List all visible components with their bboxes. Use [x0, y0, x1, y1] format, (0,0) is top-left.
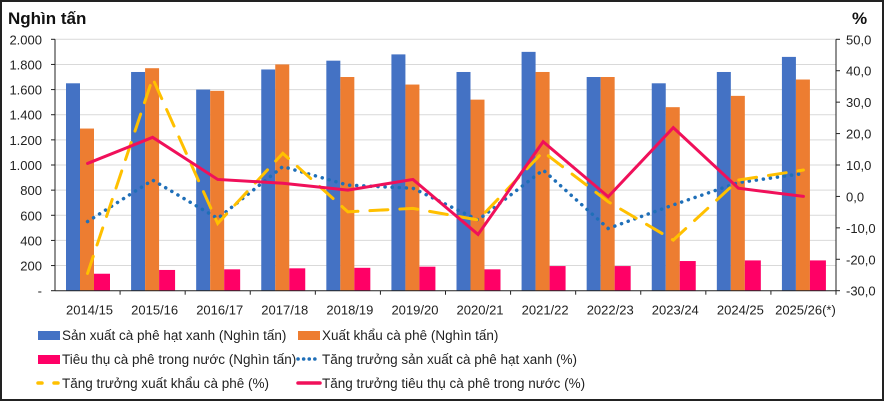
bar-production — [781, 56, 796, 291]
legend-label: Tiêu thụ cà phê trong nước (Nghìn tấn) — [62, 352, 296, 367]
bar-export — [665, 107, 680, 291]
bar-production — [196, 89, 211, 291]
line-production-growth — [85, 164, 806, 231]
right-tick-label: 30,0 — [846, 95, 871, 110]
bar-export — [210, 90, 225, 291]
bar-consumption — [679, 261, 696, 291]
bar-production — [651, 83, 666, 291]
left-tick-label: 2.000 — [9, 32, 42, 47]
bar-production — [66, 83, 80, 291]
right-tick-label: 40,0 — [846, 64, 871, 79]
right-tick-label: 10,0 — [846, 158, 871, 173]
bar-consumption — [614, 266, 631, 291]
bar-consumption — [419, 266, 436, 291]
x-tick-label: 2014/15 — [66, 303, 113, 318]
bar-consumption — [809, 260, 826, 291]
bar-production — [131, 71, 146, 291]
bar-consumption — [159, 269, 176, 291]
legend-swatch — [38, 331, 60, 340]
x-tick-label: 2018/19 — [326, 303, 373, 318]
legend-label: Tăng trưởng xuất khẩu cà phê (%) — [62, 376, 269, 391]
bar-production — [391, 54, 406, 291]
left-tick-label: 200 — [20, 259, 42, 274]
bar-export — [795, 79, 810, 291]
right-tick-label: 20,0 — [846, 127, 871, 142]
legend-label: Xuất khẩu cà phê (Nghìn tấn) — [322, 328, 498, 343]
bar-consumption — [289, 268, 306, 291]
bar-production — [326, 60, 341, 291]
bar-consumption — [484, 269, 501, 291]
legend-label: Tăng trưởng tiêu thụ cà phê trong nước (… — [322, 376, 585, 391]
right-axis-title: % — [852, 9, 867, 28]
line-export-growth — [86, 74, 805, 275]
right-tick-label: 50,0 — [846, 32, 871, 47]
bar-export — [275, 64, 290, 291]
right-tick-label: -20,0 — [846, 252, 876, 267]
right-tick-label: -30,0 — [846, 284, 876, 299]
x-tick-label: 2016/17 — [196, 303, 243, 318]
bar-export — [600, 77, 615, 291]
x-tick-label: 2019/20 — [391, 303, 438, 318]
bar-consumption — [549, 266, 566, 291]
x-tick-label: 2017/18 — [261, 303, 308, 318]
bar-export — [340, 77, 355, 291]
legend-swatch — [38, 355, 60, 364]
left-tick-label: 1.600 — [9, 83, 42, 98]
bar-export — [470, 99, 485, 291]
left-axis-title: Nghìn tấn — [8, 9, 86, 28]
legend-label: Sản xuất cà phê hạt xanh (Nghìn tấn) — [62, 328, 286, 343]
bar-production — [521, 51, 536, 291]
bar-consumption — [354, 267, 371, 291]
x-tick-label: 2020/21 — [457, 303, 504, 318]
left-tick-label: 1.400 — [9, 108, 42, 123]
x-tick-label: 2025/26(*) — [775, 303, 836, 318]
left-tick-label: - — [38, 284, 42, 299]
bar-production — [716, 71, 731, 291]
x-tick-label: 2015/16 — [131, 303, 178, 318]
bar-consumption — [224, 269, 241, 291]
line-consumption-growth — [86, 125, 805, 237]
bar-export — [535, 71, 550, 291]
bar-production — [261, 69, 276, 291]
x-tick-label: 2022/23 — [587, 303, 634, 318]
legend-label: Tăng trưởng sản xuất cà phê hạt xanh (%) — [322, 352, 577, 367]
left-tick-label: 1.800 — [9, 57, 42, 72]
left-tick-label: 800 — [20, 183, 42, 198]
bar-production — [456, 71, 471, 291]
legend-swatch — [298, 331, 320, 340]
left-tick-label: 600 — [20, 208, 42, 223]
bar-export — [730, 95, 745, 291]
right-tick-label: -10,0 — [846, 221, 876, 236]
left-tick-label: 1.200 — [9, 133, 42, 148]
x-tick-label: 2024/25 — [717, 303, 764, 318]
right-tick-label: 0,0 — [846, 189, 864, 204]
x-tick-label: 2023/24 — [652, 303, 699, 318]
bar-export — [80, 128, 94, 291]
left-tick-label: 1.000 — [9, 158, 42, 173]
x-tick-label: 2021/22 — [522, 303, 569, 318]
left-tick-label: 400 — [20, 233, 42, 248]
bar-consumption — [94, 273, 110, 291]
bar-consumption — [744, 260, 761, 291]
